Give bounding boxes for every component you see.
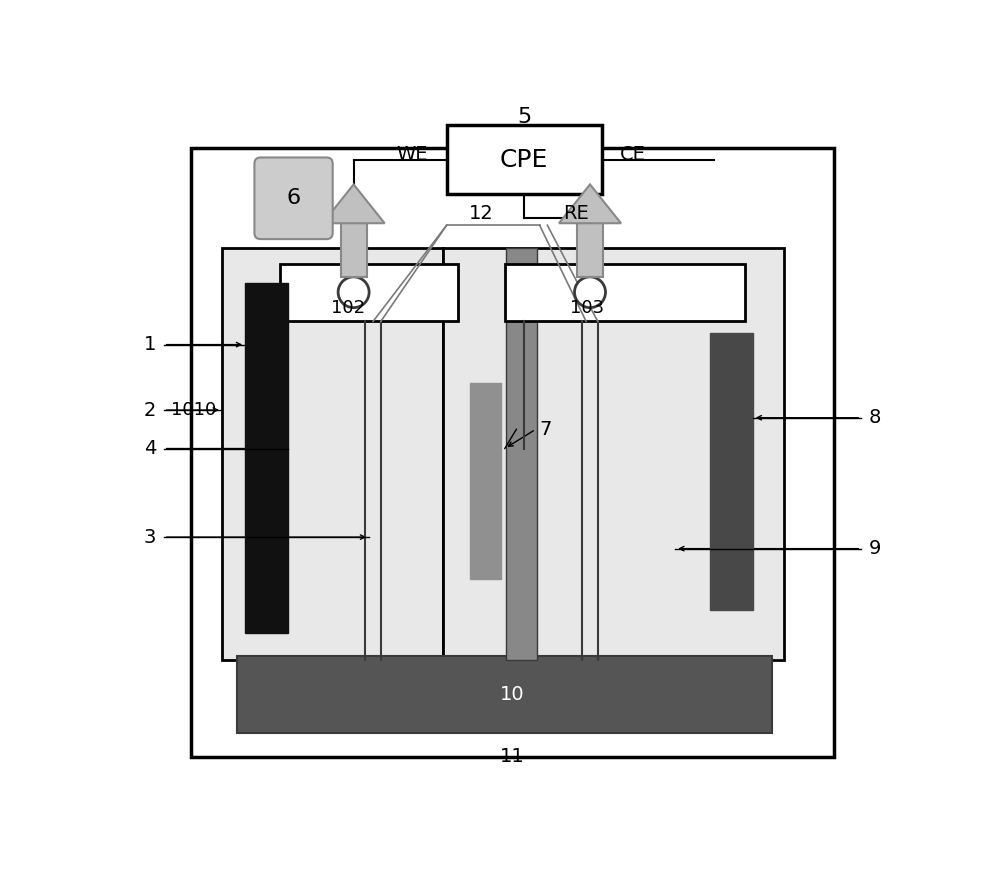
Text: 9: 9	[869, 539, 881, 558]
Polygon shape	[323, 185, 385, 223]
Polygon shape	[559, 185, 621, 223]
Polygon shape	[506, 248, 537, 661]
Text: 7: 7	[540, 420, 552, 439]
Polygon shape	[710, 333, 753, 611]
Text: 102: 102	[331, 299, 365, 316]
Polygon shape	[191, 148, 834, 757]
FancyBboxPatch shape	[254, 158, 333, 239]
Polygon shape	[505, 264, 745, 321]
Text: RE: RE	[563, 204, 589, 223]
Text: 1010: 1010	[171, 401, 216, 419]
Text: 5: 5	[517, 108, 531, 127]
Text: WE: WE	[396, 145, 428, 164]
Text: CPE: CPE	[500, 148, 548, 172]
Text: 2: 2	[144, 400, 156, 420]
Polygon shape	[245, 283, 288, 633]
Text: 11: 11	[500, 747, 525, 766]
Circle shape	[338, 277, 369, 307]
Text: 12: 12	[469, 204, 494, 223]
Polygon shape	[577, 223, 603, 277]
Polygon shape	[443, 248, 784, 661]
Polygon shape	[447, 125, 602, 194]
Text: CE: CE	[619, 145, 645, 164]
Text: 3: 3	[144, 527, 156, 547]
Text: 1: 1	[144, 336, 156, 354]
Text: 8: 8	[869, 408, 881, 427]
Text: 4: 4	[144, 439, 156, 458]
Text: 10: 10	[500, 685, 525, 704]
Text: 103: 103	[570, 299, 604, 316]
Circle shape	[574, 277, 606, 307]
Polygon shape	[280, 264, 458, 321]
Text: 6: 6	[287, 188, 301, 208]
Polygon shape	[237, 656, 772, 733]
Polygon shape	[341, 223, 367, 277]
Polygon shape	[222, 248, 443, 661]
Polygon shape	[470, 383, 501, 579]
